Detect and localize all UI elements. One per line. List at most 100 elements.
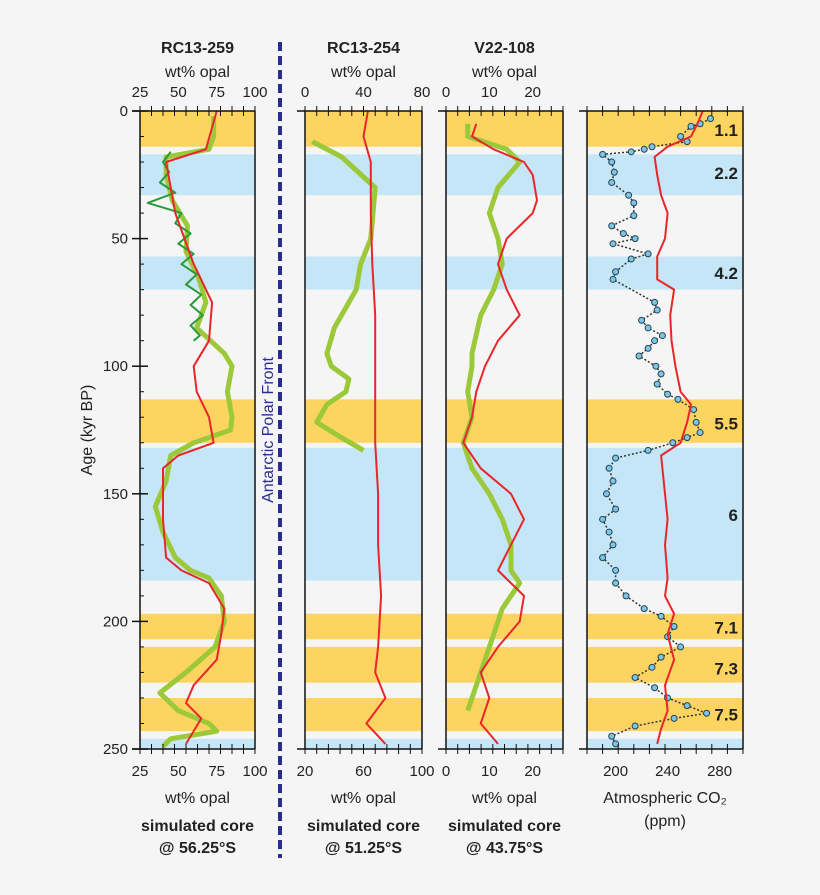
- co2-data-point: [609, 477, 617, 485]
- co2-data-point: [653, 380, 661, 388]
- climate-band: [140, 154, 255, 196]
- co2-data-point: [599, 150, 607, 158]
- mis-label: 7.1: [714, 619, 738, 638]
- panel-title: V22-108: [474, 40, 535, 57]
- co2-data-point: [610, 168, 618, 176]
- y-tick-label: 250: [103, 741, 128, 758]
- co2-data-point: [605, 464, 613, 472]
- climate-band: [587, 738, 743, 749]
- co2-data-point: [608, 158, 616, 166]
- bottom-tick-label: 60: [355, 763, 372, 780]
- mis-label: 4.2: [714, 264, 738, 283]
- co2-data-point: [631, 235, 639, 243]
- bottom-tick-label: 20: [297, 763, 314, 780]
- co2-data-point: [631, 722, 639, 730]
- bottom-axis-label: wt% opal: [164, 790, 230, 807]
- climate-band: [305, 697, 422, 732]
- bottom-tick-label: 100: [242, 763, 267, 780]
- bottom-axis-label: wt% opal: [471, 790, 537, 807]
- mis-label: 5.5: [714, 414, 738, 433]
- y-tick-label: 0: [120, 103, 128, 120]
- climate-band: [446, 111, 563, 147]
- co2-data-point: [603, 490, 610, 498]
- climate-band: [305, 111, 422, 147]
- climate-band: [446, 697, 563, 732]
- co2-data-point: [609, 275, 617, 283]
- co2-data-point: [644, 446, 652, 454]
- co2-data-point: [640, 605, 648, 613]
- panel-title: RC13-259: [161, 40, 234, 57]
- co2-data-point: [677, 133, 685, 141]
- co2-data-point: [692, 418, 700, 426]
- mis-label: 1.1: [714, 121, 738, 140]
- co2-data-point: [703, 709, 711, 717]
- co2-data-point: [631, 674, 639, 682]
- top-tick-label: 25: [132, 84, 149, 101]
- bottom-tick-label: 100: [409, 763, 434, 780]
- top-tick-label: 10: [481, 84, 498, 101]
- mis-label: 6: [729, 506, 738, 525]
- co2-data-point: [605, 528, 613, 536]
- observed-opal-line: [311, 139, 378, 453]
- co2-data-point: [652, 362, 660, 370]
- co2-data-point: [609, 240, 617, 248]
- co2-data-point: [677, 643, 685, 651]
- co2-data-point: [608, 732, 616, 740]
- co2-data-point: [669, 439, 677, 447]
- co2-data-point: [648, 143, 656, 151]
- bottom-tick-label: 25: [132, 763, 149, 780]
- simulated-line: [462, 123, 538, 745]
- co2-data-point: [627, 148, 635, 156]
- co2-data-point: [674, 395, 682, 403]
- top-tick-label: 20: [524, 84, 541, 101]
- co2-data-point: [657, 653, 665, 661]
- climate-band: [446, 447, 563, 581]
- co2-data-point: [635, 352, 643, 360]
- top-tick-label: 75: [208, 84, 225, 101]
- co2-data-point: [657, 612, 665, 620]
- co2-data-point: [608, 222, 616, 230]
- co2-data-point: [627, 255, 635, 263]
- co2-data-point: [683, 702, 691, 710]
- bottom-tick-label: 200: [603, 763, 628, 780]
- simulated-line: [162, 110, 226, 745]
- top-axis-label: wt% opal: [164, 64, 230, 81]
- co2-data-point: [622, 592, 630, 600]
- bottom-axis-label: wt% opal: [330, 790, 396, 807]
- top-tick-label: 50: [170, 84, 187, 101]
- climate-band: [305, 447, 422, 581]
- climate-band: [140, 738, 255, 749]
- simulated-line: [362, 110, 387, 745]
- climate-band: [140, 613, 255, 640]
- climate-band: [587, 447, 743, 581]
- climate-band: [587, 399, 743, 443]
- observed-opal-dark-line: [146, 151, 204, 342]
- panel-caption-latitude: @ 51.25°S: [325, 840, 402, 857]
- co2-data-point: [644, 344, 652, 352]
- co2-data-point: [690, 406, 698, 414]
- co2-data-point: [648, 663, 656, 671]
- y-tick-label: 50: [111, 231, 128, 248]
- co2-data-point: [630, 199, 638, 207]
- co2-data-point: [608, 178, 616, 186]
- bottom-tick-label: 10: [481, 763, 498, 780]
- co2-data-point: [599, 515, 607, 523]
- y-axis-label: Age (kyr BP): [79, 385, 96, 476]
- panel-title: RC13-254: [327, 40, 400, 57]
- bottom-tick-label: 280: [707, 763, 732, 780]
- bottom-tick-label: 50: [170, 763, 187, 780]
- co2-data-point: [651, 684, 659, 692]
- co2-data-point: [683, 434, 691, 442]
- co2-data-point: [612, 268, 620, 276]
- climate-band: [140, 111, 255, 147]
- climate-band: [446, 154, 563, 196]
- co2-data-point: [625, 191, 633, 199]
- top-axis-label: wt% opal: [471, 64, 537, 81]
- climate-band: [446, 613, 563, 640]
- bottom-tick-label: 20: [524, 763, 541, 780]
- co2-data-point: [664, 390, 672, 398]
- top-tick-label: 0: [301, 84, 309, 101]
- panel-caption: simulated core: [307, 818, 420, 835]
- bottom-tick-label: 75: [208, 763, 225, 780]
- climate-band: [446, 738, 563, 749]
